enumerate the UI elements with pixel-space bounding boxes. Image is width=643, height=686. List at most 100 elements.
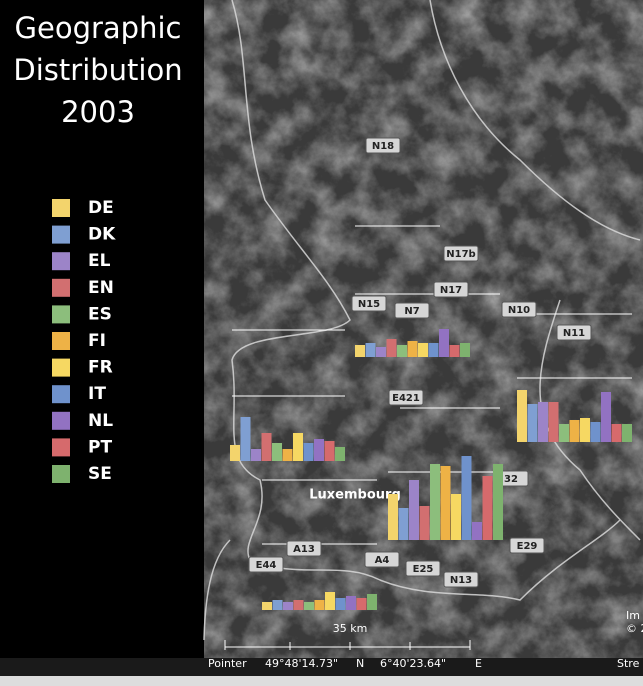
bar — [493, 464, 503, 540]
bar — [355, 345, 365, 357]
bar — [283, 602, 293, 610]
bar — [356, 598, 367, 610]
road-sign — [248, 556, 284, 573]
bar — [461, 456, 472, 540]
bar — [303, 443, 314, 461]
bar — [335, 447, 345, 461]
road-sign — [509, 537, 545, 554]
legend-swatch — [52, 305, 70, 324]
legend-label: SE — [88, 464, 112, 484]
road-sign — [556, 324, 592, 341]
status-text: 49°48'14.73" — [265, 657, 338, 670]
bar — [262, 602, 272, 610]
bar — [388, 494, 398, 540]
bar — [367, 594, 377, 610]
bar — [440, 466, 451, 540]
bar — [314, 600, 325, 610]
bar — [376, 347, 386, 357]
road-label: A4 — [375, 555, 390, 566]
bar — [409, 480, 419, 540]
bar — [430, 464, 440, 540]
road-sign — [388, 389, 424, 406]
road-label: N10 — [508, 305, 530, 316]
legend-swatch — [52, 358, 70, 377]
bar — [346, 596, 356, 610]
legend-swatch — [52, 438, 70, 457]
bar — [590, 422, 601, 442]
road-sign — [433, 281, 469, 298]
legend-label: PT — [88, 437, 112, 457]
road-sign — [364, 551, 400, 568]
borders — [203, 0, 641, 641]
legend-label: IT — [88, 384, 106, 404]
bar — [439, 329, 449, 357]
title: Distribution — [13, 53, 182, 87]
legend-label: NL — [88, 411, 113, 431]
bar — [428, 343, 439, 357]
bar — [230, 445, 240, 461]
bar — [304, 602, 314, 610]
road-label: E29 — [517, 541, 538, 552]
road-sign — [443, 571, 479, 588]
road-label: N17 — [440, 285, 462, 296]
road-label: E421 — [392, 393, 420, 404]
scale-bar — [224, 640, 471, 650]
legend-label: FI — [88, 331, 106, 351]
road-label: 32 — [504, 474, 518, 485]
credit-text: Im — [626, 609, 640, 622]
legend-label: EL — [88, 251, 111, 271]
legend-swatch — [52, 465, 70, 483]
bar — [293, 433, 303, 461]
bar — [407, 341, 418, 357]
bar — [293, 600, 304, 610]
road-label: A13 — [293, 544, 315, 555]
bar — [460, 343, 470, 357]
road-label: N11 — [563, 328, 585, 339]
title: 2003 — [61, 95, 135, 129]
road-label: N13 — [450, 575, 472, 586]
legend-swatch — [52, 332, 70, 350]
legend-label: DK — [88, 225, 116, 245]
status-text: Pointer — [208, 657, 247, 670]
bar — [482, 476, 493, 540]
status-text: E — [475, 657, 482, 670]
status-text: N — [356, 657, 364, 670]
road-sign — [365, 137, 401, 154]
legend-swatch — [52, 278, 70, 297]
bar — [335, 598, 346, 610]
bar — [272, 600, 283, 610]
road-label: N7 — [404, 306, 419, 317]
status-text: 6°40'23.64" — [380, 657, 446, 670]
legend-label: FR — [88, 358, 113, 378]
bar — [324, 441, 335, 461]
bar — [569, 420, 580, 442]
bar — [449, 345, 460, 357]
bar — [622, 424, 632, 442]
bar — [386, 339, 397, 357]
road-label: N17b — [446, 249, 475, 260]
legend-label: DE — [88, 198, 114, 218]
road-label: E44 — [256, 560, 277, 571]
bar — [240, 417, 251, 461]
bar — [418, 343, 428, 357]
bar — [580, 418, 590, 442]
status-strip — [0, 676, 643, 686]
bar — [314, 439, 324, 461]
legend-label: ES — [88, 304, 112, 324]
bar — [538, 402, 548, 442]
legend-swatch — [52, 225, 70, 244]
bar — [272, 443, 282, 461]
road-sign — [405, 560, 441, 577]
road-sign — [443, 245, 479, 262]
bar — [548, 402, 559, 442]
city-label: Luxembourg — [309, 488, 401, 503]
bar — [559, 424, 569, 442]
title: Geographic — [15, 11, 182, 45]
bar — [325, 592, 335, 610]
bar — [282, 449, 293, 461]
bar — [419, 506, 430, 540]
road-sign — [501, 301, 537, 318]
bar — [251, 449, 261, 461]
